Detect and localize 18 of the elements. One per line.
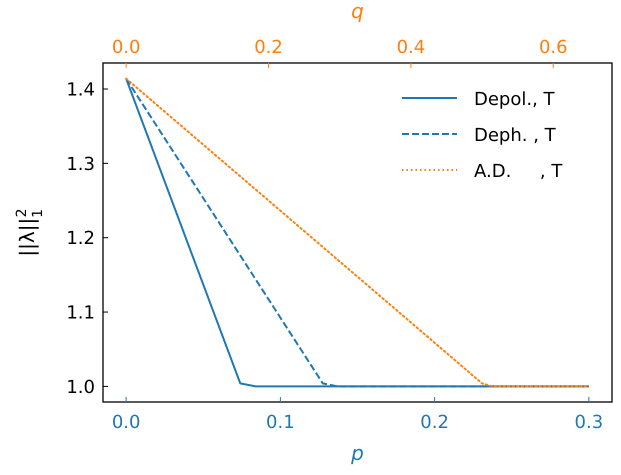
y-tick-label: 1.0 bbox=[66, 376, 95, 398]
y-tick-label: 1.3 bbox=[66, 154, 95, 175]
legend-label: A.D. , T bbox=[474, 161, 564, 182]
x-tick-label: 0.2 bbox=[420, 412, 449, 433]
x-axis-title: p bbox=[350, 441, 364, 465]
y-tick-label: 1.4 bbox=[66, 80, 95, 101]
legend-label: Depol., T bbox=[474, 89, 556, 110]
legend-label: Deph. , T bbox=[474, 125, 557, 146]
x-tick-label: 0.0 bbox=[112, 412, 140, 433]
y-tick-label: 1.2 bbox=[66, 228, 95, 250]
x2-tick-label: 0.6 bbox=[538, 37, 568, 58]
y-tick-label: 1.1 bbox=[66, 302, 95, 324]
x2-tick-label: 0.0 bbox=[112, 37, 140, 58]
x2-tick-label: 0.2 bbox=[254, 37, 283, 58]
x-tick-label: 0.3 bbox=[574, 412, 604, 433]
x2-axis-title: q bbox=[351, 0, 364, 23]
x2-tick-label: 0.4 bbox=[396, 37, 426, 58]
x-tick-label: 0.1 bbox=[266, 412, 295, 433]
